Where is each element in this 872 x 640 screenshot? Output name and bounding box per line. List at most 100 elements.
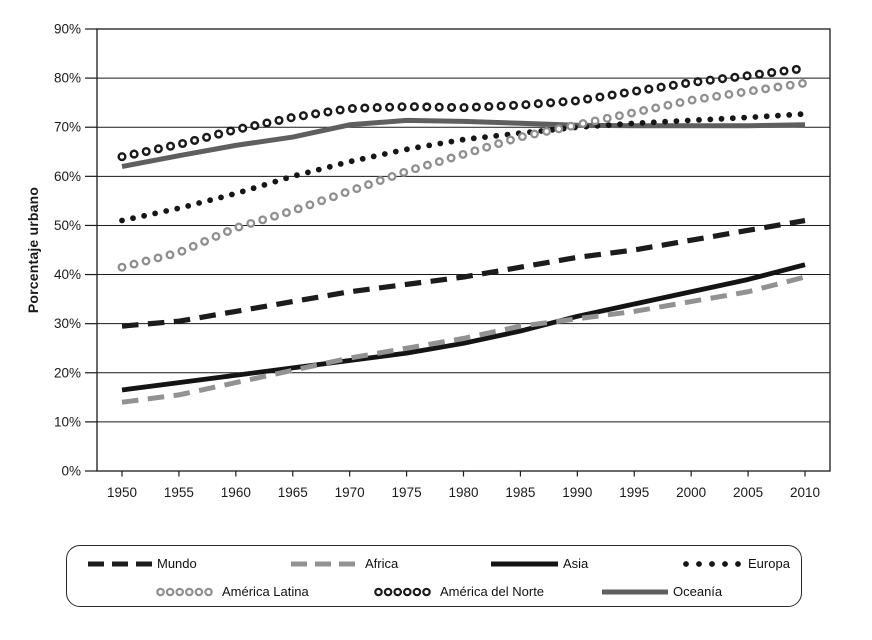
series-marker	[422, 160, 432, 170]
series-marker	[786, 112, 793, 118]
series-marker	[779, 66, 789, 76]
series-ocean-a	[121, 117, 806, 169]
series-marker	[434, 102, 444, 112]
series-marker	[707, 116, 714, 123]
series-marker	[458, 149, 468, 159]
legend-swatch-solid	[491, 561, 558, 567]
series-marker	[533, 99, 543, 109]
series-marker	[650, 119, 657, 126]
series-marker	[222, 227, 232, 236]
series-marker	[546, 98, 556, 108]
x-tick-label: 2000	[676, 485, 706, 500]
series-marker	[250, 185, 257, 192]
series-marker	[754, 69, 764, 79]
series-marker	[717, 74, 728, 84]
legend-item-mundo: Mundo	[88, 556, 197, 572]
series-marker	[117, 152, 127, 162]
x-tick-label: 1970	[335, 485, 365, 500]
series-marker	[644, 84, 654, 94]
series-marker	[348, 158, 355, 165]
x-tick-label: 1955	[164, 485, 194, 500]
series-marker	[117, 262, 127, 272]
series-marker	[177, 246, 187, 256]
series-marker	[627, 108, 636, 118]
series-marker	[130, 215, 136, 222]
series-marker	[712, 91, 722, 101]
series-marker	[411, 164, 420, 174]
series-marker	[422, 102, 432, 112]
series-marker	[797, 111, 804, 118]
series-asia	[121, 262, 806, 393]
series-marker	[718, 115, 725, 122]
series-marker	[218, 194, 224, 201]
series-marker	[141, 212, 148, 219]
series-marker	[798, 78, 807, 88]
legend-item-africa: Africa	[291, 556, 398, 572]
legend-swatch-solid	[602, 589, 668, 595]
y-axis-title: Porcentaje urbano	[25, 186, 41, 314]
series-marker	[387, 172, 397, 181]
series-marker	[724, 89, 734, 99]
series-marker	[188, 241, 198, 251]
series-marker	[506, 135, 515, 145]
series-marker	[305, 169, 311, 176]
series-marker	[272, 178, 279, 185]
y-tick-label: 0%	[61, 464, 81, 479]
series-marker	[459, 103, 469, 113]
series-marker	[359, 155, 366, 162]
series-marker	[274, 115, 284, 125]
series-marker	[229, 191, 235, 198]
series-marker	[530, 129, 539, 139]
legend-swatch-dot	[683, 561, 741, 567]
series-marker	[190, 135, 200, 145]
legend-label: Mundo	[157, 556, 197, 571]
x-tick-label: 1975	[392, 485, 422, 500]
plot-frame	[96, 28, 831, 472]
line-chart-canvas: 0% 10% 20% 30% 40% 50% 60% 70% 80% 90% 1950 1955 196…	[54, 22, 831, 500]
legend-label: Africa	[365, 556, 399, 571]
series-marker	[730, 72, 740, 82]
series-marker	[448, 138, 455, 145]
series-marker	[381, 151, 388, 157]
series-marker	[163, 208, 170, 214]
series-marker	[752, 114, 759, 120]
series-marker	[404, 146, 410, 153]
series-marker	[470, 146, 480, 156]
x-tick-label: 1950	[107, 485, 137, 500]
series-marker	[352, 184, 362, 194]
legend-item-am-rica-latina: América Latina	[156, 584, 309, 600]
y-tick-label: 90%	[54, 22, 81, 37]
series-marker	[370, 153, 377, 160]
series-marker	[202, 132, 212, 142]
series-marker	[239, 188, 246, 195]
series-marker	[639, 106, 649, 115]
series-marker	[668, 80, 678, 90]
series-marker	[165, 250, 175, 260]
series-marker	[484, 101, 494, 112]
series-marker	[196, 200, 203, 206]
series-marker	[270, 211, 279, 221]
series-marker	[437, 140, 444, 147]
series-marker	[347, 103, 357, 114]
series-marker	[583, 94, 593, 104]
series-marker	[375, 176, 385, 185]
series-marker	[595, 92, 605, 102]
series-marker	[392, 148, 399, 155]
series-marker	[570, 96, 580, 106]
series-marker	[286, 113, 296, 123]
series-marker	[684, 117, 691, 124]
x-tick-label: 1990	[562, 485, 592, 500]
legend-label: Asia	[563, 556, 589, 571]
series-marker	[129, 259, 139, 269]
series-marker	[628, 120, 635, 127]
series-marker	[619, 88, 629, 98]
series-marker	[775, 112, 781, 119]
series-marker	[178, 138, 188, 149]
series-am-rica-latina	[117, 78, 807, 272]
series-marker	[699, 93, 709, 103]
series-marker	[200, 236, 210, 246]
series-marker	[470, 135, 477, 142]
legend-item-am-rica-del-norte: América del Norte	[374, 584, 544, 600]
series-marker	[294, 172, 300, 179]
series-marker	[185, 203, 192, 209]
